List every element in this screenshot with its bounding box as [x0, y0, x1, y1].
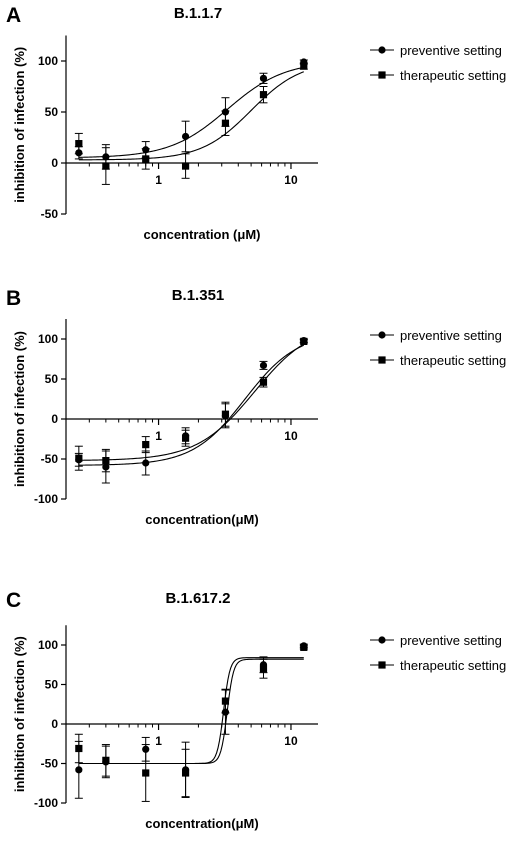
data-point-therapeutic	[102, 162, 110, 170]
legend-label: preventive setting	[400, 328, 502, 343]
data-point-therapeutic	[181, 769, 190, 777]
legend-item: therapeutic setting	[370, 658, 506, 673]
y-axis-label: inhibition of infection (%)	[12, 331, 27, 487]
panel-letter: A	[6, 4, 21, 27]
legend-label: therapeutic setting	[400, 658, 506, 673]
data-point-therapeutic	[102, 756, 110, 764]
legend-item: therapeutic setting	[370, 68, 506, 83]
x-tick-label: 10	[284, 734, 298, 748]
x-tick-label: 10	[284, 173, 298, 187]
fit-curve-therapeutic	[78, 343, 305, 461]
panel-letter: C	[6, 589, 21, 612]
panel-c: C B.1.617.2 -100 -50 0 50 100 1 10 inhibition of …	[6, 589, 506, 831]
legend-marker-square	[378, 356, 386, 364]
y-tick-label: 100	[38, 54, 58, 68]
chart-title: B.1.351	[172, 287, 225, 304]
data-point-therapeutic	[75, 140, 83, 148]
x-tick-label: 1	[155, 734, 162, 748]
data-point-therapeutic	[300, 643, 308, 651]
y-tick-label: -50	[41, 207, 59, 221]
x-tick-label: 1	[155, 173, 162, 187]
data-point-therapeutic	[142, 441, 150, 449]
data-point-therapeutic	[300, 62, 308, 70]
data-point-preventive	[259, 74, 268, 82]
y-tick-label: -50	[41, 452, 59, 466]
legend-item: preventive setting	[370, 328, 502, 343]
fit-curve-therapeutic	[78, 657, 304, 765]
data-point-therapeutic	[75, 454, 83, 462]
legend-marker-circle	[378, 46, 386, 54]
x-axis-label: concentration (μM)	[143, 227, 260, 242]
legend-marker-circle	[378, 331, 386, 339]
data-point-therapeutic	[259, 665, 268, 673]
legend-label: preventive setting	[400, 43, 502, 58]
panel-a: A B.1.1.7 -50 0 50 100 1 10 inhibition of infect…	[6, 4, 506, 242]
x-axis-label: concentration(μM)	[145, 816, 258, 831]
y-axis-label: inhibition of infection (%)	[12, 47, 27, 203]
legend-marker-square	[378, 661, 386, 669]
legend-item: therapeutic setting	[370, 353, 506, 368]
legend-item: preventive setting	[370, 43, 502, 58]
data-point-preventive	[75, 766, 83, 774]
data-point-therapeutic	[75, 744, 83, 753]
fit-curve-preventive	[78, 344, 305, 466]
data-point-therapeutic	[181, 162, 190, 170]
x-tick-label: 1	[155, 429, 162, 443]
data-point-therapeutic	[221, 410, 230, 418]
data-point-therapeutic	[221, 697, 230, 705]
y-tick-label: 0	[51, 717, 58, 731]
data-point-therapeutic	[259, 91, 268, 99]
fit-curve-therapeutic	[78, 71, 305, 161]
y-tick-label: 50	[45, 105, 59, 119]
data-point-preventive	[259, 361, 268, 369]
y-tick-label: 0	[51, 412, 58, 426]
y-tick-label: 0	[51, 156, 58, 170]
y-tick-label: 50	[45, 372, 59, 386]
x-axis-label: concentration(μM)	[145, 512, 258, 527]
data-point-preventive	[142, 459, 150, 467]
legend-label: therapeutic setting	[400, 353, 506, 368]
y-tick-label: -100	[34, 796, 58, 810]
data-point-preventive	[181, 132, 190, 141]
y-tick-label: 100	[38, 332, 58, 346]
y-tick-label: 100	[38, 638, 58, 652]
fit-curve-preventive	[78, 66, 304, 158]
legend-item: preventive setting	[370, 633, 502, 648]
chart-title: B.1.1.7	[174, 5, 222, 22]
panel-b: B B.1.351 -100 -50 0 50 100 1 10 inhibition of in…	[6, 287, 506, 527]
data-point-therapeutic	[300, 337, 308, 345]
data-point-therapeutic	[221, 119, 230, 127]
panel-letter: B	[6, 287, 21, 310]
data-point-therapeutic	[259, 378, 268, 386]
data-point-therapeutic	[181, 434, 190, 442]
legend-label: preventive setting	[400, 633, 502, 648]
legend-marker-square	[378, 71, 386, 79]
data-point-therapeutic	[102, 457, 110, 465]
y-tick-label: -50	[41, 757, 59, 771]
y-tick-label: 50	[45, 678, 59, 692]
legend-label: therapeutic setting	[400, 68, 506, 83]
fit-curve-preventive	[78, 658, 304, 765]
y-axis-label: inhibition of infection (%)	[12, 636, 27, 792]
data-point-therapeutic	[142, 155, 150, 163]
chart-title: B.1.617.2	[165, 590, 230, 607]
x-tick-label: 10	[284, 429, 298, 443]
legend-marker-circle	[378, 636, 386, 644]
data-point-therapeutic	[142, 769, 150, 777]
y-tick-label: -100	[34, 492, 58, 506]
